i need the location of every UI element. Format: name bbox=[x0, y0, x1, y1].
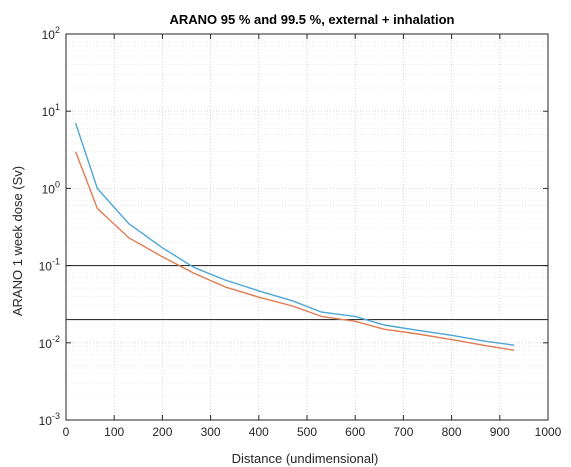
x-tick-label: 500 bbox=[297, 425, 317, 439]
x-tick-label: 600 bbox=[345, 425, 365, 439]
x-tick-label: 800 bbox=[442, 425, 462, 439]
series-line-2 bbox=[74, 151, 515, 351]
y-tick-label: 10-1 bbox=[39, 257, 60, 274]
y-tick-label: 10-2 bbox=[39, 334, 60, 351]
y-axis-label: ARANO 1 week dose (Sv) bbox=[10, 166, 25, 316]
x-tick-label: 900 bbox=[490, 425, 510, 439]
x-tick-label: 300 bbox=[201, 425, 221, 439]
y-tick-label: 102 bbox=[42, 25, 60, 42]
x-tick-label: 400 bbox=[249, 425, 269, 439]
x-tick-label: 100 bbox=[104, 425, 124, 439]
x-tick-label: 700 bbox=[393, 425, 413, 439]
x-tick-label: 0 bbox=[63, 425, 70, 439]
series-line-1 bbox=[74, 122, 515, 346]
x-tick-label: 1000 bbox=[535, 425, 562, 439]
series-lines bbox=[74, 122, 515, 351]
grid bbox=[65, 34, 549, 421]
y-tick-label: 100 bbox=[42, 179, 60, 196]
y-axis: 10-3 10-2 10-1 100 101 102 bbox=[39, 25, 548, 428]
y-tick-label: 101 bbox=[42, 102, 60, 119]
x-axis: 0 100 200 300 400 500 600 700 800 900 1000 bbox=[63, 34, 562, 439]
chart-title: ARANO 95 % and 99.5 %, external + inhala… bbox=[169, 12, 454, 27]
x-tick-label: 200 bbox=[152, 425, 172, 439]
reference-lines bbox=[66, 265, 548, 321]
x-axis-label: Distance (undimensional) bbox=[232, 451, 379, 466]
y-tick-label: 10-3 bbox=[39, 411, 60, 428]
